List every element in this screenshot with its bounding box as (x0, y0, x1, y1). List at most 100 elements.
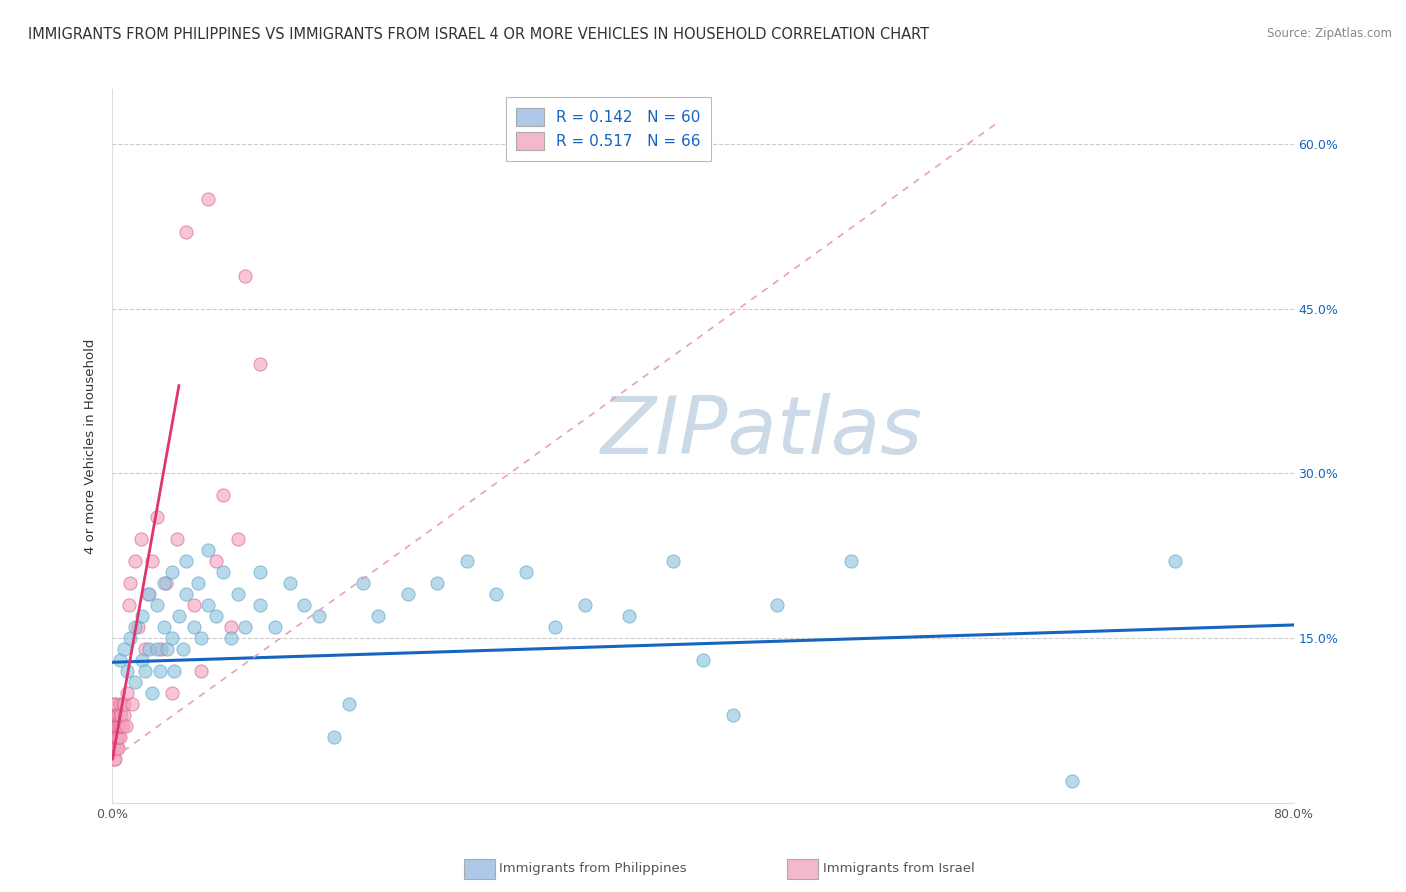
Point (226, 587, 249, 601)
Point (108, 653, 131, 667)
Point (104, 740, 127, 755)
Point (323, 730, 346, 744)
Point (117, 664, 138, 678)
Point (103, 697, 125, 711)
Point (104, 740, 127, 755)
Text: Immigrants from Israel: Immigrants from Israel (823, 863, 974, 875)
Point (124, 675, 146, 690)
Point (205, 554, 228, 568)
Point (120, 631, 142, 645)
Point (134, 664, 156, 678)
Point (104, 719, 127, 733)
Point (367, 609, 389, 624)
Point (112, 642, 135, 657)
Point (146, 598, 169, 612)
Point (104, 708, 127, 723)
Point (308, 609, 330, 624)
Point (249, 566, 271, 580)
Point (197, 192, 219, 206)
Point (1164, 554, 1187, 568)
Point (141, 686, 163, 700)
Point (138, 587, 160, 601)
Point (105, 719, 128, 733)
Point (118, 598, 141, 612)
Point (112, 697, 135, 711)
Point (108, 697, 131, 711)
Point (103, 740, 125, 755)
Point (104, 752, 127, 766)
Point (105, 730, 128, 744)
Point (108, 708, 131, 723)
Point (105, 708, 128, 723)
Point (212, 488, 235, 502)
Point (167, 609, 190, 624)
Point (104, 697, 127, 711)
Point (190, 664, 212, 678)
Point (219, 620, 242, 634)
Point (1062, 773, 1084, 788)
Point (337, 697, 360, 711)
Point (131, 609, 153, 624)
Point (107, 740, 129, 755)
Point (183, 620, 205, 634)
Point (249, 598, 271, 612)
Point (212, 566, 235, 580)
Point (103, 719, 125, 733)
Point (456, 554, 478, 568)
Legend: R = 0.142   N = 60, R = 0.517   N = 66: R = 0.142 N = 60, R = 0.517 N = 66 (506, 97, 711, 161)
Point (174, 225, 197, 239)
Point (107, 708, 129, 723)
Point (153, 620, 176, 634)
Point (766, 598, 789, 612)
Point (662, 554, 685, 568)
Text: IMMIGRANTS FROM PHILIPPINES VS IMMIGRANTS FROM ISRAEL 4 OR MORE VEHICLES IN HOUS: IMMIGRANTS FROM PHILIPPINES VS IMMIGRANT… (28, 27, 929, 42)
Point (839, 554, 862, 568)
Point (352, 576, 374, 591)
Point (721, 708, 744, 723)
Point (692, 653, 714, 667)
Point (114, 719, 136, 733)
Point (150, 642, 173, 657)
Point (619, 609, 641, 624)
Point (104, 719, 127, 733)
Point (103, 708, 125, 723)
Point (111, 719, 134, 733)
Point (131, 653, 153, 667)
Point (105, 740, 128, 755)
Point (134, 642, 156, 657)
Point (108, 730, 131, 744)
Point (104, 730, 127, 744)
Point (110, 719, 132, 733)
Point (172, 642, 194, 657)
Point (160, 686, 183, 700)
Point (136, 587, 159, 601)
Point (233, 268, 256, 283)
Point (156, 642, 179, 657)
Point (129, 533, 152, 547)
Point (155, 576, 177, 591)
Point (105, 719, 128, 733)
Point (163, 664, 186, 678)
Point (396, 587, 419, 601)
Point (485, 587, 508, 601)
Point (278, 576, 301, 591)
Point (174, 554, 197, 568)
Point (264, 620, 287, 634)
Point (103, 719, 125, 733)
Point (205, 609, 228, 624)
Point (107, 730, 129, 744)
Point (166, 533, 188, 547)
Point (249, 357, 271, 371)
Point (103, 752, 125, 766)
Point (146, 642, 169, 657)
Point (515, 566, 537, 580)
Point (124, 554, 146, 568)
Point (149, 664, 172, 678)
Point (160, 566, 183, 580)
Point (141, 554, 163, 568)
Point (103, 730, 125, 744)
Point (146, 510, 169, 524)
Point (103, 708, 125, 723)
Point (103, 740, 125, 755)
Point (105, 730, 128, 744)
